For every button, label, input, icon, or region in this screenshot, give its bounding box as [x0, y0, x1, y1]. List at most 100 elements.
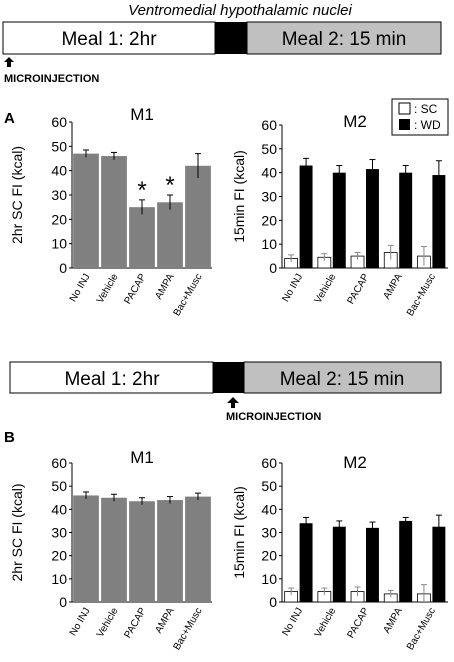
chart-b-m1: M1 2hr SC FI (kcal) 0 10 20 30 40 50 60 No INJ Veh…	[9, 448, 212, 652]
meal2-box	[246, 21, 442, 55]
up-arrow-icon	[227, 397, 239, 408]
bar-pacap	[129, 501, 155, 602]
x-category-label: Bac+Musc	[405, 272, 438, 318]
legend-swatch-sc	[398, 102, 411, 115]
meal1-label: Meal 1: 2hr	[61, 29, 157, 50]
bar-no-inj	[73, 153, 99, 268]
y-tick-label: 40	[261, 165, 277, 181]
bar-wd-bac-musc	[432, 175, 446, 268]
y-tick-label: 10	[261, 571, 277, 587]
meal1-box	[9, 361, 214, 394]
y-tick-label: 50	[261, 478, 277, 494]
chart-title: M1	[130, 105, 154, 124]
bar-bac-musc	[185, 496, 211, 602]
x-category-label: Bac+Musc	[172, 272, 205, 318]
y-tick-label: 50	[51, 138, 67, 154]
legend-label-sc: : SC	[414, 102, 438, 116]
microinjection-label: MICROINJECTION	[226, 411, 321, 423]
x-category-label: AMPA	[381, 606, 404, 636]
bar-wd-no-inj	[299, 523, 313, 602]
meal1-box	[2, 21, 216, 55]
chart-title: M1	[130, 448, 154, 467]
up-arrow-icon	[4, 57, 14, 67]
y-tick-label: 20	[261, 212, 277, 228]
x-category-label: Vehicle	[95, 272, 121, 306]
panel-label-a: A	[4, 110, 15, 127]
meal2-label: Meal 2: 15 min	[280, 369, 405, 390]
y-tick-label: 40	[51, 501, 67, 517]
chart-a-m1: M1 2hr SC FI (kcal) 0 10 20 30 40 50 60 * * No INJ V…	[9, 105, 212, 318]
y-tick-label: 10	[261, 236, 277, 252]
y-tick-label: 30	[51, 525, 67, 541]
bar-ampa	[157, 500, 183, 602]
x-category-label: AMPA	[153, 606, 176, 636]
legend-label-wd: : WD	[414, 118, 441, 132]
bar-vehicle	[101, 497, 127, 602]
bar-wd-pacap	[366, 169, 379, 268]
timeline-b: Meal 1: 2hr Meal 2: 15 min MICROINJECTIO…	[9, 361, 442, 423]
x-category-label: PACAP	[345, 606, 371, 641]
figure-header: Ventromedial hypothalamic nuclei	[128, 2, 352, 19]
bar-wd-bac-musc	[432, 526, 446, 602]
y-tick-label: 0	[269, 594, 277, 610]
bar-no-inj	[73, 495, 99, 602]
x-category-label: Bac+Musc	[405, 606, 438, 652]
x-category-label: Bac+Musc	[172, 606, 205, 652]
bar-wd-ampa	[399, 520, 413, 602]
bar-wd-pacap	[366, 527, 379, 602]
y-tick-label: 30	[261, 525, 277, 541]
chart-a-m2: M2 15min FI (kcal) 0 10 20 30 40 50 60 No INJ Vehi…	[231, 112, 448, 318]
x-category-label: PACAP	[345, 272, 371, 307]
meal2-label: Meal 2: 15 min	[282, 29, 407, 50]
panel-label-b: B	[4, 429, 15, 446]
x-category-label: AMPA	[381, 272, 404, 302]
y-tick-label: 60	[51, 455, 67, 471]
y-tick-label: 10	[51, 236, 67, 252]
significance-marker: *	[137, 177, 146, 204]
gap-box	[213, 362, 244, 393]
significance-marker: *	[165, 172, 174, 199]
bar-wd-vehicle	[332, 526, 346, 602]
legend-swatch-wd	[399, 119, 410, 130]
x-category-label: No INJ	[68, 606, 93, 638]
y-tick-label: 10	[51, 571, 67, 587]
y-tick-label: 40	[51, 163, 67, 179]
timeline-a: Meal 1: 2hr Meal 2: 15 min MICROINJECTIO…	[2, 21, 442, 85]
y-tick-label: 60	[261, 455, 277, 471]
meal1-label: Meal 1: 2hr	[64, 369, 160, 390]
y-tick-label: 0	[59, 594, 67, 610]
x-category-label: Vehicle	[313, 272, 339, 306]
x-category-label: No INJ	[280, 606, 305, 638]
y-tick-label: 60	[51, 114, 67, 130]
y-tick-label: 60	[261, 117, 277, 133]
y-tick-label: 20	[51, 211, 67, 227]
meal2-box	[243, 361, 442, 394]
bar-wd-vehicle	[332, 172, 346, 268]
y-tick-label: 40	[261, 501, 277, 517]
y-axis-label: 2hr SC FI (kcal)	[9, 146, 25, 244]
y-tick-label: 0	[269, 260, 277, 276]
y-tick-label: 30	[261, 189, 277, 205]
bar-wd-no-inj	[299, 165, 313, 268]
legend: : SC : WD	[391, 98, 449, 136]
bar-pacap	[129, 207, 155, 268]
y-tick-label: 0	[59, 260, 67, 276]
y-tick-label: 50	[51, 478, 67, 494]
x-category-label: Vehicle	[313, 606, 339, 640]
bar-wd-ampa	[399, 172, 413, 268]
y-tick-label: 20	[261, 548, 277, 564]
bar-ampa	[157, 202, 183, 268]
microinjection-label: MICROINJECTION	[4, 73, 99, 85]
bar-bac-musc	[185, 165, 211, 268]
chart-title: M2	[343, 112, 367, 131]
x-category-label: No INJ	[280, 272, 305, 304]
y-tick-label: 20	[51, 548, 67, 564]
chart-b-m2: M2 15min FI (kcal) 0 10 20 30 40 50 60 No INJ Vehi…	[231, 453, 448, 652]
x-category-label: PACAP	[122, 272, 148, 307]
bar-vehicle	[101, 156, 127, 268]
gap-box	[215, 22, 247, 54]
y-axis-label: 15min FI (kcal)	[231, 486, 247, 579]
y-tick-label: 50	[261, 141, 277, 157]
x-category-label: Vehicle	[95, 606, 121, 640]
